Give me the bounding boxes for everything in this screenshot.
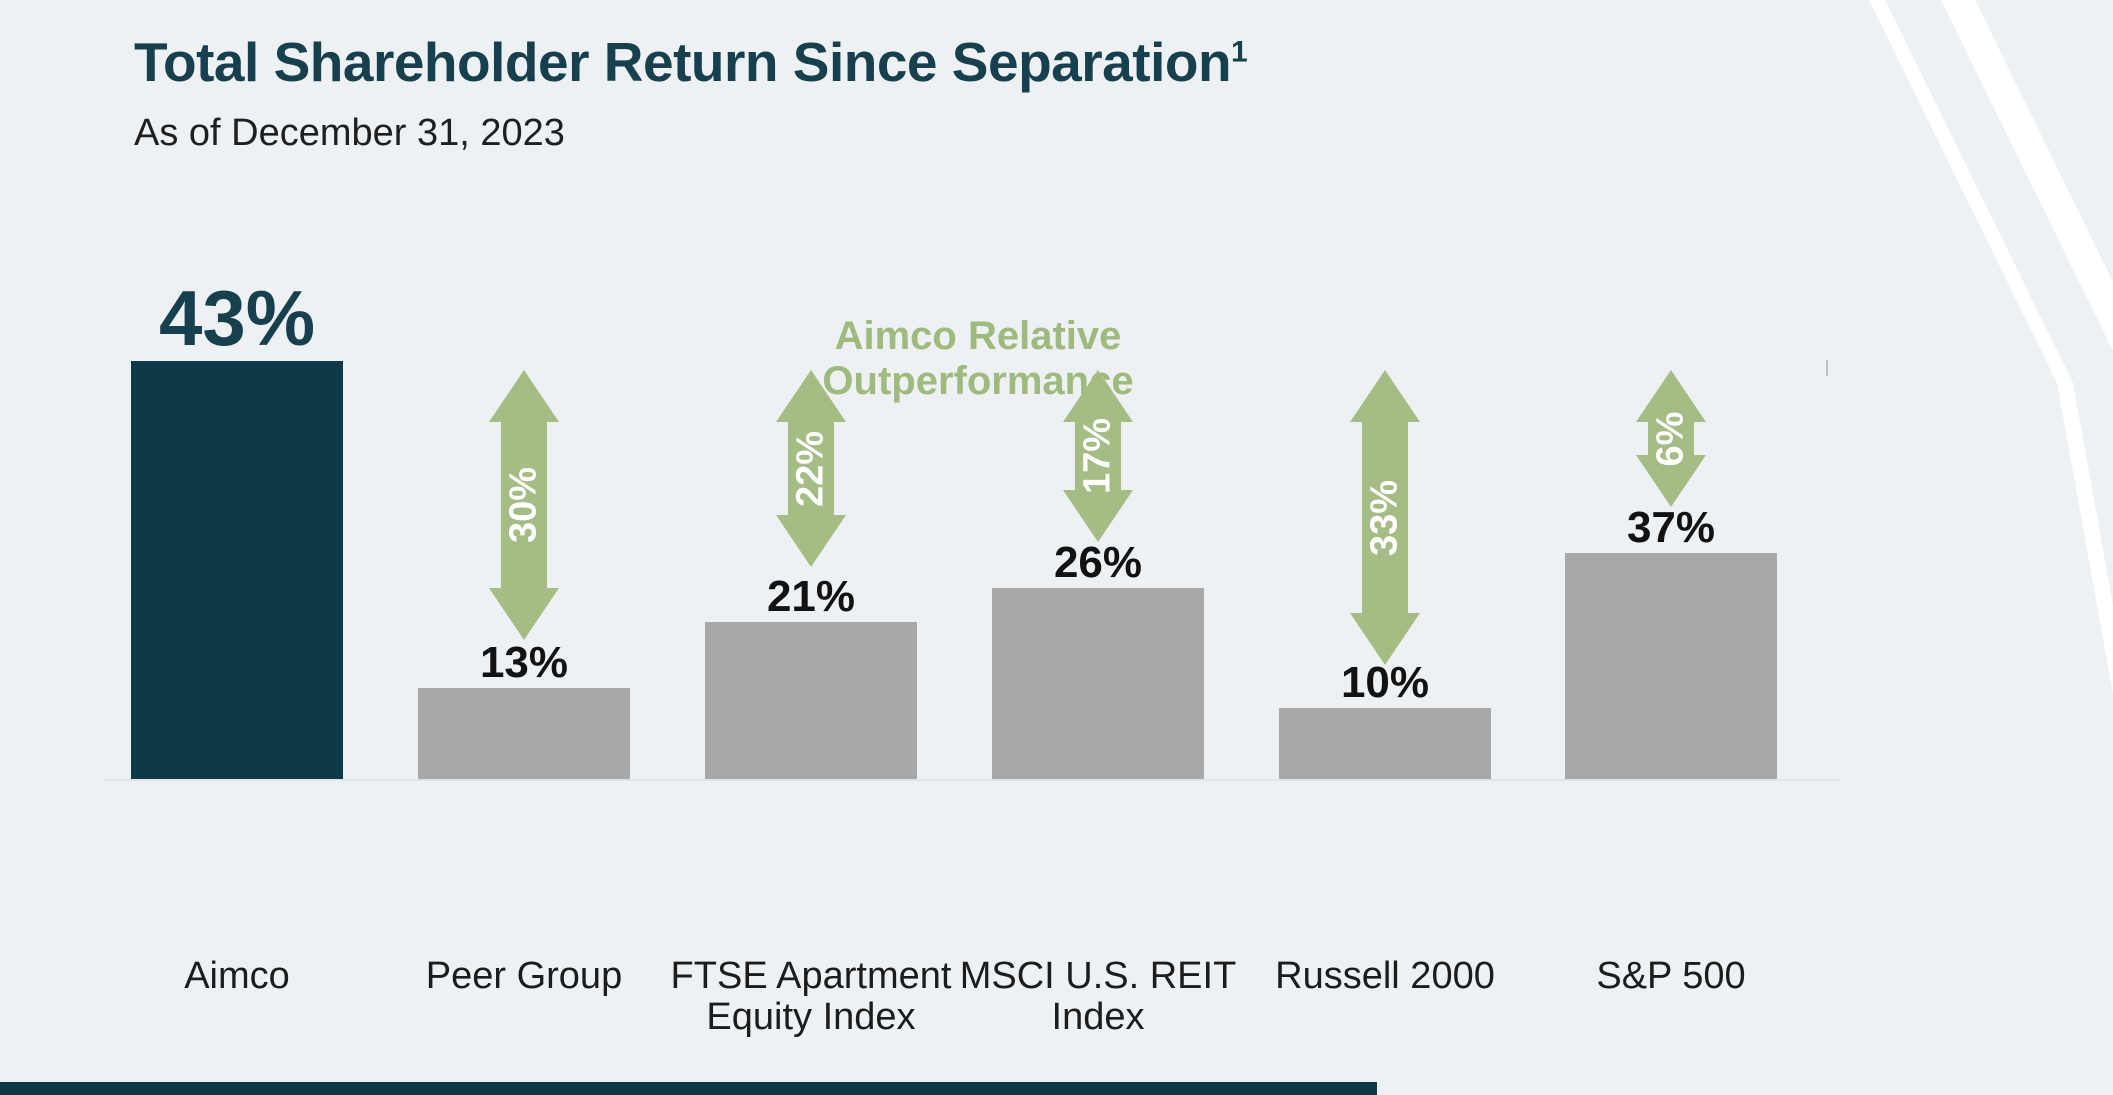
bar-value-label-ftse-apartment-equity-index: 21% [766,572,856,621]
category-label-peer-group: Peer Group [425,955,623,997]
bar-value-label-peer-group: 13% [479,638,569,687]
bar-aimco [131,361,343,779]
outperformance-arrow-label-russell-2000: 33% [1363,479,1406,556]
bar-value-label-aimco: 43% [158,274,316,362]
footer-accent-bar [0,1082,1377,1095]
diagonal-stripe-inner [1869,0,2113,694]
bar-ftse-apartment-equity-index [705,622,917,779]
diagonal-stripe-outer [1941,0,2113,351]
category-label-s-p-500: S&P 500 [1596,955,1746,997]
outperformance-arrow-label-msci-u-s-reit-index: 17% [1076,417,1119,495]
small-tick-mark [1826,360,1828,376]
bar-value-label-s-p-500: 37% [1626,503,1716,552]
bar-peer-group [418,688,630,779]
outperformance-arrow-label-s-p-500: 6% [1649,411,1692,466]
category-label-msci-u-s-reit-index: MSCI U.S. REIT Index [959,955,1237,1039]
bar-russell-2000 [1279,708,1491,779]
category-label-aimco: Aimco [184,955,290,997]
category-label-russell-2000: Russell 2000 [1275,955,1495,997]
outperformance-arrow-label-peer-group: 30% [502,466,545,544]
as-of-date: As of December 31, 2023 [134,112,565,154]
page-title-text: Total Shareholder Return Since Separatio… [134,31,1232,93]
bar-s-p-500 [1565,553,1777,779]
bar-msci-u-s-reit-index [992,588,1204,779]
relative-outperformance-heading: Aimco Relative Outperformance [822,314,1134,403]
bar-value-label-russell-2000: 10% [1340,658,1430,707]
chart-baseline [105,779,1840,781]
page-title: Total Shareholder Return Since Separatio… [134,30,1248,94]
outperformance-arrow-label-ftse-apartment-equity-index: 22% [789,430,832,507]
category-label-ftse-apartment-equity-index: FTSE Apartment Equity Index [670,955,952,1039]
footnote-marker: 1 [1231,35,1248,69]
bar-value-label-msci-u-s-reit-index: 26% [1053,538,1143,587]
